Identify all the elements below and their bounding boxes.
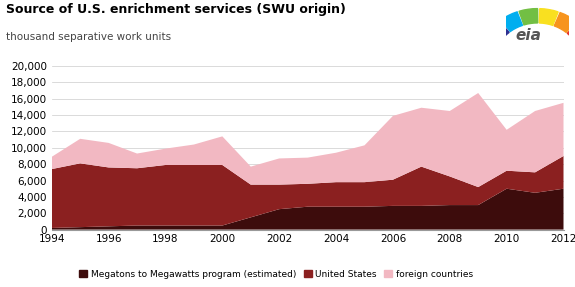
Wedge shape [519, 9, 538, 25]
Wedge shape [501, 12, 523, 32]
Text: eia: eia [515, 28, 542, 43]
Wedge shape [539, 9, 558, 25]
Wedge shape [554, 13, 575, 32]
Wedge shape [568, 23, 575, 43]
Legend: Megatons to Megawatts program (estimated), United States, foreign countries: Megatons to Megawatts program (estimated… [75, 266, 477, 282]
Text: Source of U.S. enrichment services (SWU origin): Source of U.S. enrichment services (SWU … [6, 3, 346, 16]
Text: thousand separative work units: thousand separative work units [6, 32, 171, 42]
Wedge shape [486, 21, 509, 42]
